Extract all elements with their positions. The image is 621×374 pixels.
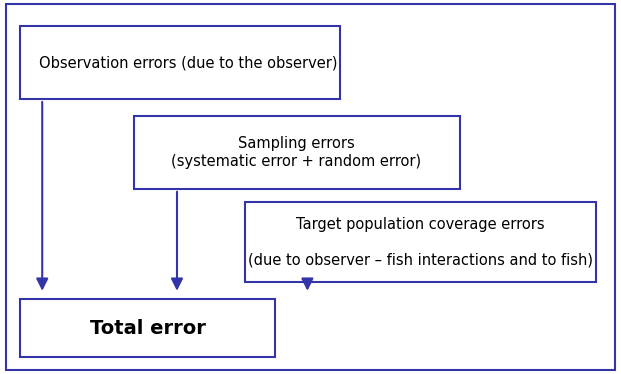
FancyBboxPatch shape — [134, 116, 460, 189]
Text: Observation errors (due to the observer): Observation errors (due to the observer) — [39, 55, 338, 70]
FancyBboxPatch shape — [20, 26, 340, 99]
FancyBboxPatch shape — [6, 4, 615, 370]
FancyBboxPatch shape — [245, 202, 596, 282]
Text: Sampling errors
(systematic error + random error): Sampling errors (systematic error + rand… — [171, 136, 422, 169]
FancyBboxPatch shape — [20, 299, 275, 357]
Text: Target population coverage errors

(due to observer – fish interactions and to f: Target population coverage errors (due t… — [248, 217, 593, 267]
Text: Total error: Total error — [90, 319, 206, 338]
